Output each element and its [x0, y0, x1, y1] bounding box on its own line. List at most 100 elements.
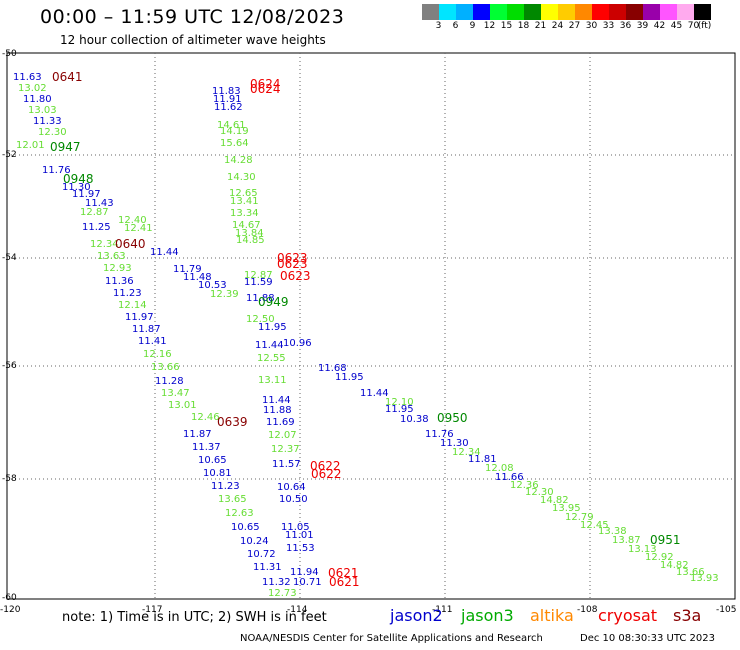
swh-value: 13.66: [676, 567, 705, 578]
swh-value: 12.65: [229, 188, 258, 199]
swh-value: 14.28: [224, 155, 253, 166]
swh-value: 13.11: [258, 375, 287, 386]
colorbar-label: 12: [483, 21, 496, 31]
graticule: [7, 53, 735, 599]
latitude-label: -58: [2, 474, 17, 484]
colorbar-label: 33: [602, 21, 615, 31]
swh-value: 10.64: [277, 482, 306, 493]
pass-time-label: 0624: [250, 82, 281, 96]
swh-value: 11.05: [281, 522, 310, 533]
colorbar-swatch: [677, 4, 694, 20]
swh-value: 12.73: [268, 588, 297, 599]
swh-value: 12.63: [225, 508, 254, 519]
swh-value: 11.66: [495, 472, 524, 483]
swh-value: 11.69: [266, 417, 295, 428]
swh-value: 14.61: [217, 120, 246, 131]
swh-value: 11.28: [155, 376, 184, 387]
swh-value: 11.62: [214, 102, 243, 113]
swh-value: 11.44: [262, 395, 291, 406]
swh-value: 11.31: [253, 562, 282, 573]
swh-value: 12.55: [257, 353, 286, 364]
swh-value: 14.82: [660, 560, 689, 571]
swh-value: 11.80: [23, 94, 52, 105]
swh-value: 14.82: [540, 495, 569, 506]
swh-value: 10.81: [203, 468, 232, 479]
pass-time-label: 0621: [329, 575, 360, 589]
colorbar-label: 21: [534, 21, 547, 31]
longitude-label: -105: [716, 605, 736, 615]
swh-value: 12.87: [244, 270, 273, 281]
legend-jason2: jason2: [390, 606, 443, 625]
pass-time-label: 0951: [650, 533, 681, 547]
colorbar-label: 27: [568, 21, 581, 31]
swh-value: 12.79: [565, 512, 594, 523]
swh-value: 13.65: [218, 494, 247, 505]
swh-value: 11.95: [335, 372, 364, 383]
swh-value: 14.85: [236, 235, 265, 246]
timestamp-text: Dec 10 08:30:33 UTC 2023: [580, 633, 715, 644]
swh-value: 12.36: [510, 480, 539, 491]
legend-jason3: jason3: [461, 606, 514, 625]
swh-value: 11.88: [246, 293, 275, 304]
latitude-label: -54: [2, 253, 17, 263]
swh-value: 13.47: [161, 388, 190, 399]
swh-value: 13.63: [97, 251, 126, 262]
colorbar-swatch: [439, 4, 456, 20]
pass-time-label: 0622: [311, 467, 342, 481]
colorbar-swatch: [456, 4, 473, 20]
colorbar-label: 3: [435, 21, 442, 31]
axis-labels: -50 -52 -54 -56 -58 -60 -120 -117 -114 -111 -108 -1…: [0, 49, 736, 615]
swh-value: 11.94: [290, 567, 319, 578]
swh-value: 11.97: [72, 189, 101, 200]
colorbar-label: 15: [500, 21, 513, 31]
swh-value: 13.95: [552, 503, 581, 514]
colorbar-swatch: [507, 4, 524, 20]
swh-value: 13.03: [28, 105, 57, 116]
swh-value: 12.50: [246, 314, 275, 325]
colorbar-label: 24: [551, 21, 564, 31]
swh-value: 11.57: [272, 459, 301, 470]
swh-value: 11.59: [244, 277, 273, 288]
colorbar: [422, 4, 711, 20]
map-title: 00:00 – 11:59 UTC 12/08/2023: [40, 6, 345, 28]
swh-value: 11.43: [85, 198, 114, 209]
swh-value: 13.84: [235, 228, 264, 239]
longitude-label: -120: [0, 605, 21, 615]
pass-time-label: 0624: [250, 77, 281, 91]
swh-value: 11.44: [360, 388, 389, 399]
swh-value: 11.41: [138, 336, 167, 347]
swh-value: 11.81: [468, 454, 497, 465]
swh-value: 12.93: [103, 263, 132, 274]
swh-value: 12.37: [271, 444, 300, 455]
swh-value: 12.39: [210, 289, 239, 300]
map-frame: [6, 52, 736, 600]
swh-value: 12.30: [38, 127, 67, 138]
swh-value: 11.88: [263, 405, 292, 416]
swh-value: 12.14: [118, 300, 147, 311]
pass-time-label: 0948: [63, 172, 94, 186]
colorbar-label: 45: [670, 21, 683, 31]
swh-value: 12.07: [268, 430, 297, 441]
pass-time-label: 0640: [115, 237, 146, 251]
swh-value: 15.64: [220, 138, 249, 149]
swh-value: 12.34: [452, 447, 481, 458]
swh-value: 13.01: [168, 400, 197, 411]
wave-height-observations: 11.6313.0211.8013.0311.3312.3012.0111.76…: [13, 72, 719, 599]
latitude-label: -52: [2, 150, 17, 160]
colorbar-swatch: [575, 4, 592, 20]
swh-value: 11.23: [211, 481, 240, 492]
swh-value: 10.53: [198, 280, 227, 291]
latitude-label: -56: [2, 361, 17, 371]
colorbar-swatch: [558, 4, 575, 20]
swh-value: 11.23: [113, 288, 142, 299]
swh-value: 11.32: [262, 577, 291, 588]
swh-value: 11.48: [183, 272, 212, 283]
colorbar-label: (ft): [697, 21, 712, 31]
swh-value: 12.45: [580, 520, 609, 531]
swh-value: 11.01: [285, 530, 314, 541]
pass-time-label: 0641: [52, 70, 83, 84]
swh-value: 14.30: [227, 172, 256, 183]
colorbar-label: 18: [517, 21, 530, 31]
swh-value: 11.53: [286, 543, 315, 554]
